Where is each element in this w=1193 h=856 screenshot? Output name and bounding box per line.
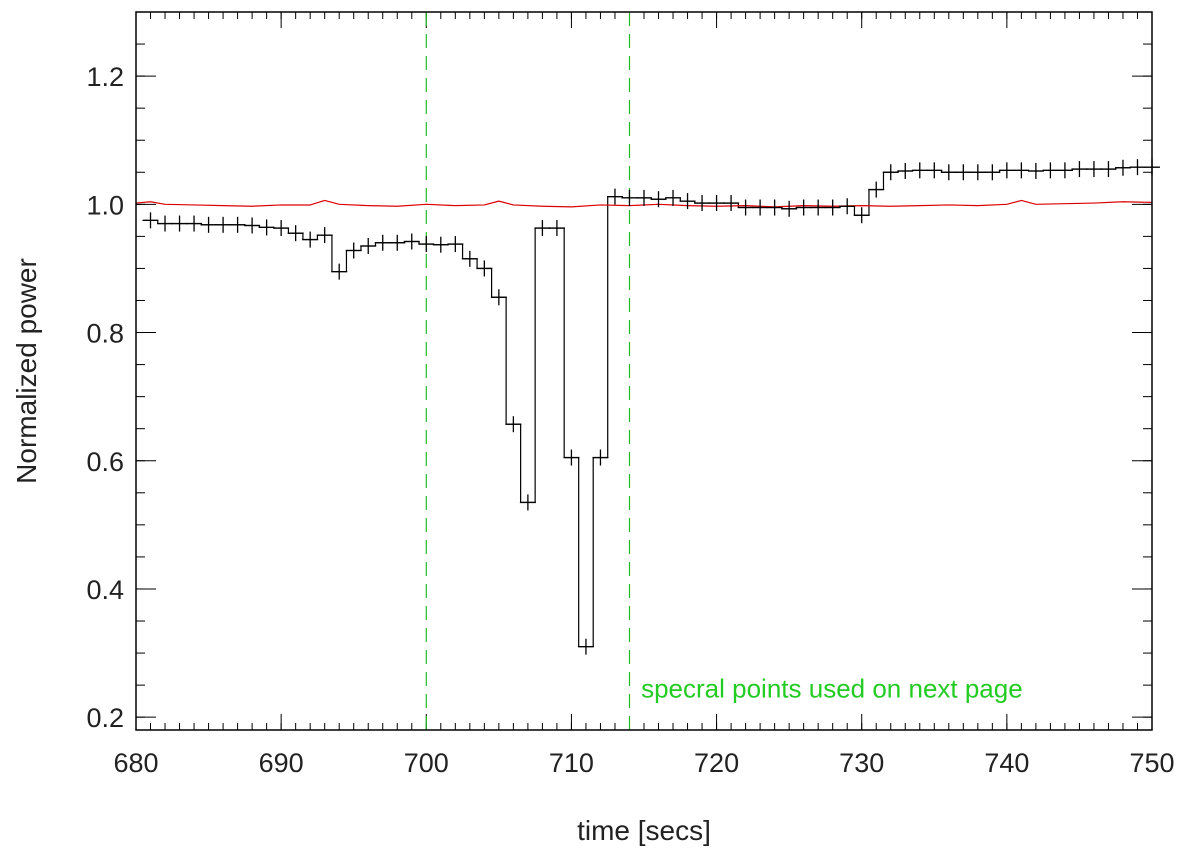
data-point-marker [839,198,856,215]
data-point-marker [447,236,464,253]
data-point-marker [287,225,304,242]
x-tick-label: 750 [1129,748,1174,778]
data-point-marker [490,289,507,306]
series-line-reference [135,199,1153,208]
y-tick-label: 0.8 [86,319,124,349]
data-point-marker [592,449,609,466]
x-tick-labels: 680 690 700 710 720 730 740 750 [113,748,1174,778]
data-point-marker [258,219,275,236]
data-point-marker [955,164,972,181]
data-point-marker [1114,159,1131,176]
data-point-marker [940,164,957,181]
data-point-marker [694,195,711,212]
data-point-marker [708,195,725,212]
data-point-marker [897,162,914,179]
data-point-marker [810,199,827,216]
data-point-marker [853,207,870,224]
data-point-marker [766,199,783,216]
y-tick-label: 1.2 [86,62,124,92]
y-tick-labels: 0.2 0.4 0.6 0.8 1.0 1.2 [86,62,124,733]
data-point-marker [273,220,290,237]
data-point-marker [577,638,594,655]
data-point-marker [331,263,348,280]
data-point-marker [723,195,740,212]
data-point-marker [215,216,232,233]
y-tick-label: 0.2 [86,703,124,733]
data-point-marker [171,215,188,232]
data-point-marker [360,237,377,254]
data-point-marker [157,215,174,232]
x-tick-label: 690 [259,748,304,778]
data-markers [142,159,1160,655]
data-point-marker [984,164,1001,181]
y-axis-label: Normalized power [11,258,42,484]
data-point-marker [505,416,522,433]
x-tick-label: 700 [404,748,449,778]
data-point-marker [519,494,536,511]
data-point-marker [1085,161,1102,178]
data-point-marker [1027,162,1044,179]
data-point-marker [316,227,333,244]
data-point-marker [563,449,580,466]
data-point-marker [142,212,159,229]
plot-frame [135,11,1153,731]
x-tick-label: 680 [113,748,158,778]
data-point-marker [1042,162,1059,179]
data-point-marker [186,215,203,232]
y-tick-label: 0.6 [86,447,124,477]
x-tick-label: 730 [839,748,884,778]
data-point-marker [302,231,319,248]
data-point-marker [737,199,754,216]
data-point-marker [548,220,565,237]
data-point-marker [534,220,551,237]
data-point-marker [476,260,493,277]
x-tick-label: 740 [984,748,1029,778]
data-point-marker [926,162,943,179]
data-point-marker [824,199,841,216]
data-point-marker [911,162,928,179]
data-point-marker [868,181,885,198]
y-tick-label: 1.0 [86,190,124,220]
data-point-marker [1129,159,1146,176]
data-point-marker [606,188,623,205]
data-point-marker [882,164,899,181]
annotation-text: specral points used on next page [641,673,1023,703]
data-point-marker [200,216,217,233]
data-series [135,166,1160,648]
axis-ticks [135,11,1153,730]
data-point-marker [621,189,638,206]
data-point-marker [403,233,420,250]
data-point-marker [969,164,986,181]
data-point-marker [1013,162,1030,179]
data-point-marker [636,189,652,206]
data-point-marker [1100,161,1117,178]
data-point-marker [374,234,391,251]
data-point-marker [461,250,478,267]
data-point-marker [795,199,812,216]
data-point-marker [1056,162,1073,179]
data-point-marker [752,199,769,216]
data-point-marker [345,242,362,259]
data-point-marker [1071,161,1088,178]
data-point-marker [432,236,449,253]
data-point-marker [229,216,246,233]
x-axis-label: time [secs] [577,815,711,846]
y-tick-label: 0.4 [86,575,124,605]
data-point-marker [998,162,1015,179]
data-point-marker [679,193,696,210]
data-point-marker [244,217,261,234]
data-point-marker [650,191,667,208]
reference-lines [425,12,631,730]
data-point-marker [389,234,406,251]
data-point-marker [418,236,435,253]
data-point-marker [781,200,798,217]
x-tick-label: 710 [549,748,594,778]
data-point-marker [665,189,682,206]
x-tick-label: 720 [694,748,739,778]
